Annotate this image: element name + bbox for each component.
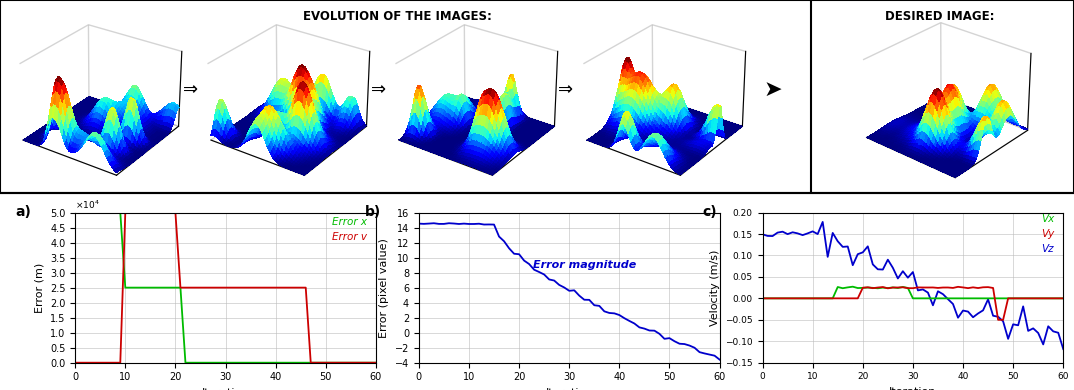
Y-axis label: Error (pixel value): Error (pixel value) (379, 238, 389, 338)
Text: Vy: Vy (1041, 229, 1055, 239)
Text: DESIRED IMAGE:: DESIRED IMAGE: (885, 10, 995, 23)
Text: ⇒: ⇒ (371, 81, 386, 99)
Text: Error x: Error x (332, 217, 367, 227)
X-axis label: Iteration: Iteration (546, 388, 593, 390)
Text: EVOLUTION OF THE IMAGES:: EVOLUTION OF THE IMAGES: (303, 10, 492, 23)
Y-axis label: Velocity (m/s): Velocity (m/s) (710, 250, 720, 326)
Text: ⇒: ⇒ (558, 81, 574, 99)
Text: $\times 10^4$: $\times 10^4$ (75, 199, 100, 211)
Text: b): b) (365, 205, 381, 219)
X-axis label: Iteration: Iteration (889, 387, 937, 390)
Text: ⇒: ⇒ (183, 81, 198, 99)
Text: a): a) (15, 205, 31, 219)
Text: Vz: Vz (1042, 244, 1055, 254)
Text: Error magnitude: Error magnitude (533, 260, 636, 270)
Text: Error v: Error v (332, 232, 367, 242)
Text: c): c) (702, 205, 717, 219)
Text: ➤: ➤ (764, 80, 783, 100)
Y-axis label: Error (m): Error (m) (34, 262, 44, 313)
X-axis label: Iteration: Iteration (202, 388, 249, 390)
Text: Vx: Vx (1041, 214, 1055, 224)
